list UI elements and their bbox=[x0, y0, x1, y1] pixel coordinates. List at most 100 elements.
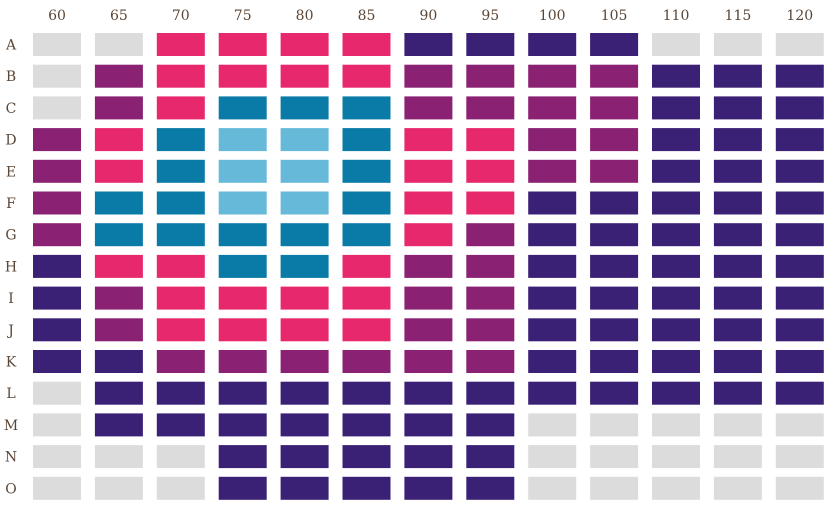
heatmap-cell-F-110 bbox=[652, 191, 700, 215]
heatmap-cell-J-115 bbox=[713, 318, 762, 342]
heatmap-cell-L-100 bbox=[528, 381, 577, 405]
heatmap-cell-G-90 bbox=[404, 223, 453, 247]
heatmap-cell-E-115 bbox=[713, 159, 762, 183]
heatmap-cell-L-65 bbox=[94, 381, 143, 405]
heatmap-cell-I-100 bbox=[528, 286, 577, 310]
heatmap-cell-D-70 bbox=[156, 128, 205, 152]
heatmap-cell-L-115 bbox=[713, 381, 762, 405]
heatmap-cell-A-95 bbox=[466, 33, 515, 56]
heatmap-cell-M-95 bbox=[466, 413, 515, 437]
heatmap-cell-L-120 bbox=[775, 381, 824, 405]
heatmap-cell-G-65 bbox=[94, 223, 143, 247]
heatmap-cell-C-60 bbox=[33, 96, 81, 120]
heatmap-cell-D-60 bbox=[33, 128, 81, 152]
y-tick-label-J: J bbox=[6, 323, 14, 339]
heatmap-cell-H-100 bbox=[528, 254, 577, 278]
heatmap-cell-O-110 bbox=[652, 476, 700, 500]
heatmap-cell-F-65 bbox=[94, 191, 143, 215]
heatmap-cell-I-90 bbox=[404, 286, 453, 310]
heatmap-cell-O-95 bbox=[466, 476, 515, 500]
y-tick-label-K: K bbox=[6, 355, 17, 371]
heatmap-cell-H-90 bbox=[404, 254, 453, 278]
heatmap-cell-E-75 bbox=[218, 159, 267, 183]
heatmap-cell-L-95 bbox=[466, 381, 515, 405]
heatmap-cell-B-70 bbox=[156, 64, 205, 88]
heatmap-cell-N-95 bbox=[466, 445, 515, 469]
heatmap-cell-M-65 bbox=[94, 413, 143, 437]
x-tick-label-65: 65 bbox=[110, 8, 128, 24]
heatmap-cell-D-95 bbox=[466, 128, 515, 152]
heatmap-cell-F-115 bbox=[713, 191, 762, 215]
y-tick-label-L: L bbox=[6, 386, 15, 402]
heatmap-cell-J-105 bbox=[590, 318, 639, 342]
x-tick-label-60: 60 bbox=[48, 8, 66, 24]
heatmap-cell-D-75 bbox=[218, 128, 267, 152]
heatmap-cell-M-110 bbox=[652, 413, 700, 437]
heatmap-cell-O-85 bbox=[342, 476, 391, 500]
heatmap-cell-K-115 bbox=[713, 350, 762, 373]
heatmap-cell-F-70 bbox=[156, 191, 205, 215]
heatmap-cell-K-75 bbox=[218, 350, 267, 373]
x-tick-label-110: 110 bbox=[663, 8, 690, 24]
heatmap-cell-J-80 bbox=[280, 318, 329, 342]
heatmap-cell-I-95 bbox=[466, 286, 515, 310]
x-tick-label-70: 70 bbox=[172, 8, 190, 24]
heatmap-cell-B-95 bbox=[466, 64, 515, 88]
heatmap-cell-G-115 bbox=[713, 223, 762, 247]
heatmap-cell-K-105 bbox=[590, 350, 639, 373]
heatmap-cell-L-60 bbox=[33, 381, 81, 405]
heatmap-cell-H-85 bbox=[342, 254, 391, 278]
heatmap-cell-I-60 bbox=[33, 286, 81, 310]
heatmap-cell-B-85 bbox=[342, 64, 391, 88]
y-tick-label-A: A bbox=[5, 38, 17, 54]
x-tick-label-95: 95 bbox=[481, 8, 499, 24]
heatmap-cell-B-80 bbox=[280, 64, 329, 88]
heatmap-cell-L-70 bbox=[156, 381, 205, 405]
heatmap-cell-K-95 bbox=[466, 350, 515, 373]
heatmap-cell-D-90 bbox=[404, 128, 453, 152]
x-tick-label-85: 85 bbox=[358, 8, 376, 24]
heatmap-cell-N-70 bbox=[156, 445, 205, 469]
heatmap-cell-M-100 bbox=[528, 413, 577, 437]
heatmap-cell-D-80 bbox=[280, 128, 329, 152]
heatmap-cell-J-110 bbox=[652, 318, 700, 342]
heatmap-cell-O-90 bbox=[404, 476, 453, 500]
heatmap-cell-N-100 bbox=[528, 445, 577, 469]
heatmap-cell-O-75 bbox=[218, 476, 267, 500]
heatmap-cell-F-80 bbox=[280, 191, 329, 215]
heatmap-cell-J-75 bbox=[218, 318, 267, 342]
heatmap-cell-C-85 bbox=[342, 96, 391, 120]
heatmap-cell-N-90 bbox=[404, 445, 453, 469]
heatmap-cell-J-100 bbox=[528, 318, 577, 342]
heatmap-cell-B-65 bbox=[94, 64, 143, 88]
heatmap-cell-I-85 bbox=[342, 286, 391, 310]
heatmap-cell-G-75 bbox=[218, 223, 267, 247]
heatmap-cell-E-85 bbox=[342, 159, 391, 183]
heatmap-cell-H-110 bbox=[652, 254, 700, 278]
heatmap-cell-B-100 bbox=[528, 64, 577, 88]
heatmap-cell-F-75 bbox=[218, 191, 267, 215]
heatmap-cell-M-90 bbox=[404, 413, 453, 437]
heatmap-cell-N-65 bbox=[94, 445, 143, 469]
heatmap-cell-B-75 bbox=[218, 64, 267, 88]
heatmap-cell-B-60 bbox=[33, 64, 81, 88]
x-tick-labels: 60 65 70 75 80 85 90 95 100 105 110 115 120 bbox=[48, 8, 813, 24]
heatmap-cell-E-70 bbox=[156, 159, 205, 183]
heatmap-cell-N-115 bbox=[713, 445, 762, 469]
heatmap-cell-C-70 bbox=[156, 96, 205, 120]
heatmap-cell-O-70 bbox=[156, 476, 205, 500]
heatmap-cell-F-100 bbox=[528, 191, 577, 215]
heatmap-cell-G-100 bbox=[528, 223, 577, 247]
heatmap-cell-K-110 bbox=[652, 350, 700, 373]
heatmap-cell-L-85 bbox=[342, 381, 391, 405]
x-tick-label-80: 80 bbox=[296, 8, 314, 24]
heatmap-cell-E-100 bbox=[528, 159, 577, 183]
heatmap-cell-O-60 bbox=[33, 476, 81, 500]
heatmap-cell-J-85 bbox=[342, 318, 391, 342]
x-tick-label-115: 115 bbox=[725, 8, 752, 24]
heatmap-cell-G-105 bbox=[590, 223, 639, 247]
x-tick-label-90: 90 bbox=[419, 8, 437, 24]
